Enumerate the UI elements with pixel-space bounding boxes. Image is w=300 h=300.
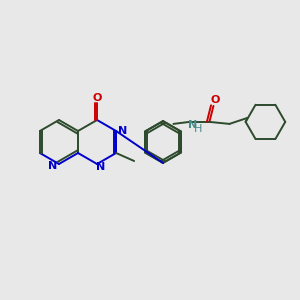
Text: N: N xyxy=(118,126,128,136)
Text: N: N xyxy=(48,161,58,171)
Text: N: N xyxy=(96,162,106,172)
Text: O: O xyxy=(211,95,220,105)
Text: H: H xyxy=(194,124,202,134)
Text: N: N xyxy=(188,120,197,130)
Text: O: O xyxy=(92,93,102,103)
